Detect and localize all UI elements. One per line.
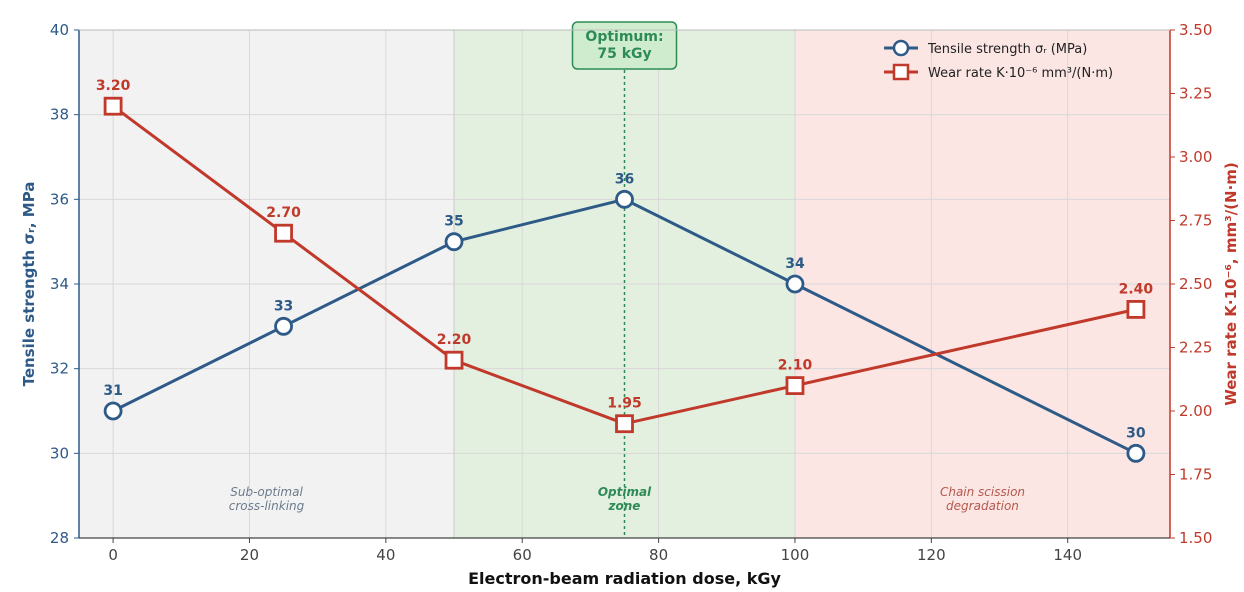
y-left-tick-label: 34 [50, 275, 69, 293]
data-label-2: 2.40 [1119, 281, 1154, 297]
y-left-tick-label: 38 [50, 106, 69, 124]
series-point-2 [785, 376, 805, 396]
x-tick-label: 40 [376, 546, 395, 564]
zone-label-sub-optimal: cross-linking [229, 499, 305, 513]
y-left-tick-label: 36 [50, 190, 69, 208]
data-label-2: 3.20 [96, 78, 131, 94]
zone-label-sub-optimal: Sub-optimal [230, 485, 303, 499]
series-point-1 [274, 316, 293, 336]
data-label-2: 2.70 [266, 205, 301, 221]
series-line-1 [112, 197, 1137, 455]
x-tick-label: 20 [240, 546, 259, 564]
x-tick-label: 80 [649, 546, 668, 564]
data-label-1: 31 [103, 383, 122, 399]
series-point-1 [444, 232, 464, 252]
y-right-axis-title: Wear rate K·10⁻⁶, mm³/(N·m) [1222, 162, 1240, 406]
data-label-1: 36 [615, 171, 634, 187]
y-right-tick-label: 2.25 [1179, 339, 1212, 357]
series-point-1 [103, 401, 123, 421]
series-point-2 [1126, 299, 1146, 319]
y-right-tick-label: 3.25 [1179, 85, 1212, 103]
y-left-tick-label: 32 [50, 360, 69, 378]
data-label-2: 2.20 [437, 332, 472, 348]
series-point-2 [444, 350, 464, 370]
zone-label-optimal: zone [608, 499, 641, 513]
series-point-2 [615, 414, 634, 434]
series-point-1 [1126, 443, 1146, 463]
data-label-1: 33 [274, 298, 293, 314]
series-point-2 [103, 96, 123, 116]
x-tick-label: 120 [917, 546, 946, 564]
y-left-tick-label: 28 [50, 529, 69, 547]
x-tick-label: 100 [781, 546, 810, 564]
optimum-label: 75 kGy [597, 46, 651, 62]
x-tick-label: 0 [108, 546, 118, 564]
legend-label-2: Wear rate K·10⁻⁶ mm³/(N·m) [928, 66, 1113, 81]
series-point-1 [785, 274, 805, 294]
y-left-tick-label: 30 [50, 444, 69, 462]
legend-marker-1 [892, 39, 910, 57]
y-right-tick-label: 2.50 [1179, 275, 1212, 293]
y-right-tick-label: 2.75 [1179, 212, 1212, 230]
data-label-1: 35 [444, 214, 463, 230]
data-label-2: 2.10 [778, 358, 813, 374]
y-right-tick-label: 1.50 [1179, 529, 1212, 547]
zone-label-degradation: degradation [946, 499, 1019, 513]
series-point-1 [615, 189, 634, 209]
y-left-axis-title: Tensile strength σᵣ, MPa [20, 182, 38, 387]
x-axis-title: Electron-beam radiation dose, kGy [468, 569, 781, 588]
data-label-1: 34 [785, 256, 805, 272]
legend-marker-2 [892, 63, 910, 81]
y-right-tick-label: 3.00 [1179, 148, 1212, 166]
data-label-1: 30 [1126, 425, 1146, 441]
x-tick-label: 60 [513, 546, 532, 564]
y-left-tick-label: 40 [50, 21, 69, 39]
y-right-tick-label: 3.50 [1179, 21, 1212, 39]
y-right-tick-label: 2.00 [1179, 402, 1212, 420]
x-tick-label: 140 [1053, 546, 1082, 564]
data-label-2: 1.95 [607, 396, 642, 412]
series-line-2 [112, 104, 1137, 426]
series-point-2 [274, 223, 293, 243]
zone-label-degradation: Chain scission [940, 485, 1025, 499]
y-right-tick-label: 1.75 [1179, 466, 1212, 484]
optimum-box [571, 21, 678, 70]
optimum-label: Optimum: [585, 29, 663, 45]
legend-label-1: Tensile strength σᵣ (MPa) [927, 42, 1087, 57]
